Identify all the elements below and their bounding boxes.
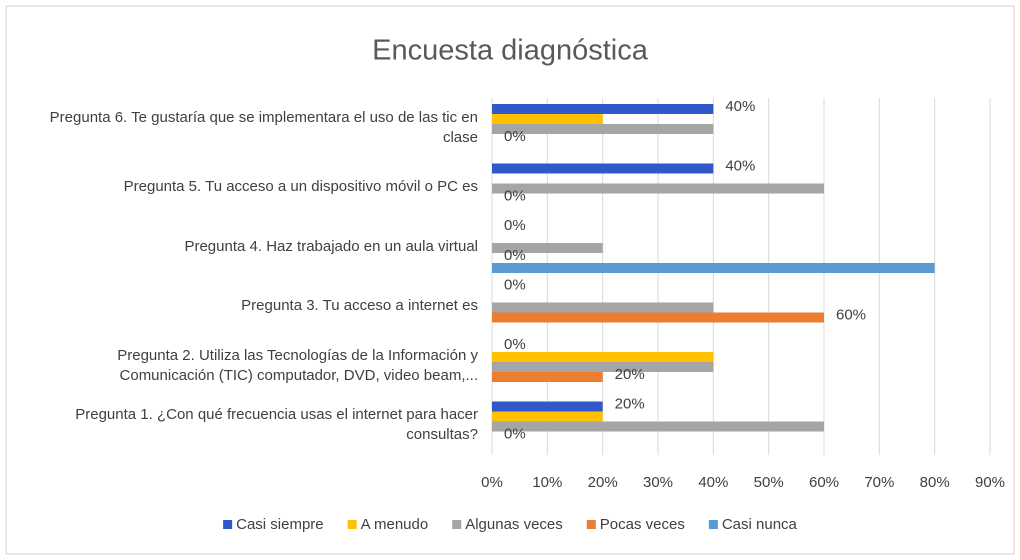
y-tick-label: Pregunta 2. Utiliza las Tecnologías de l…: [117, 346, 478, 384]
data-label: 40%: [725, 157, 755, 174]
bar: [492, 183, 824, 194]
data-label: 40%: [725, 98, 755, 115]
legend-label: Casi siempre: [236, 516, 324, 533]
bar: [492, 411, 603, 422]
x-tick-label: 20%: [588, 474, 618, 491]
legend-swatch: [586, 520, 596, 529]
x-tick-label: 90%: [975, 474, 1005, 491]
bar: [492, 352, 714, 362]
x-tick-label: 50%: [754, 474, 784, 491]
data-label: 0%: [504, 247, 526, 264]
y-tick-label: Pregunta 5. Tu acceso a un dispositivo m…: [123, 178, 478, 196]
x-tick-label: 10%: [532, 474, 562, 491]
legend-swatch: [708, 520, 718, 529]
chart-border: [5, 5, 1015, 555]
bar: [492, 243, 603, 253]
bar: [492, 114, 603, 124]
data-label: 0%: [504, 425, 526, 442]
data-label: 20%: [615, 395, 645, 412]
bar: [492, 163, 714, 174]
data-label: 0%: [504, 187, 526, 204]
data-label: 0%: [504, 217, 526, 234]
data-label: 0%: [504, 276, 526, 293]
data-label: 20%: [615, 366, 645, 383]
bar: [492, 124, 714, 134]
legend-label: Algunas veces: [465, 516, 563, 533]
bar: [492, 312, 824, 323]
bar: [492, 302, 714, 313]
bar: [492, 362, 714, 372]
y-tick-label: Pregunta 4. Haz trabajado en un aula vir…: [184, 237, 478, 255]
x-tick-label: 60%: [809, 474, 839, 491]
legend-swatch: [347, 520, 357, 529]
y-tick-label: Pregunta 6. Te gustaría que se implement…: [49, 108, 478, 146]
bar: [492, 421, 824, 432]
x-tick-label: 70%: [864, 474, 894, 491]
bar: [492, 104, 714, 114]
x-tick-label: 80%: [920, 474, 950, 491]
chart-title: Encuesta diagnóstica: [372, 35, 649, 67]
legend-label: Casi nunca: [722, 516, 798, 533]
legend-label: Pocas veces: [600, 516, 685, 533]
bar: [492, 372, 603, 382]
x-tick-label: 30%: [643, 474, 673, 491]
legend-swatch: [223, 520, 233, 529]
data-label: 0%: [504, 128, 526, 145]
data-label: 0%: [504, 336, 526, 353]
y-tick-label: Pregunta 3. Tu acceso a internet es: [241, 297, 478, 315]
y-tick-label: Pregunta 1. ¿Con qué frecuencia usas el …: [75, 406, 478, 444]
legend-label: A menudo: [361, 516, 429, 533]
data-label: 60%: [836, 306, 866, 323]
legend-swatch: [452, 520, 462, 529]
bar: [492, 401, 603, 412]
bar: [492, 263, 935, 273]
x-tick-label: 40%: [698, 474, 728, 491]
x-tick-label: 0%: [481, 474, 503, 491]
